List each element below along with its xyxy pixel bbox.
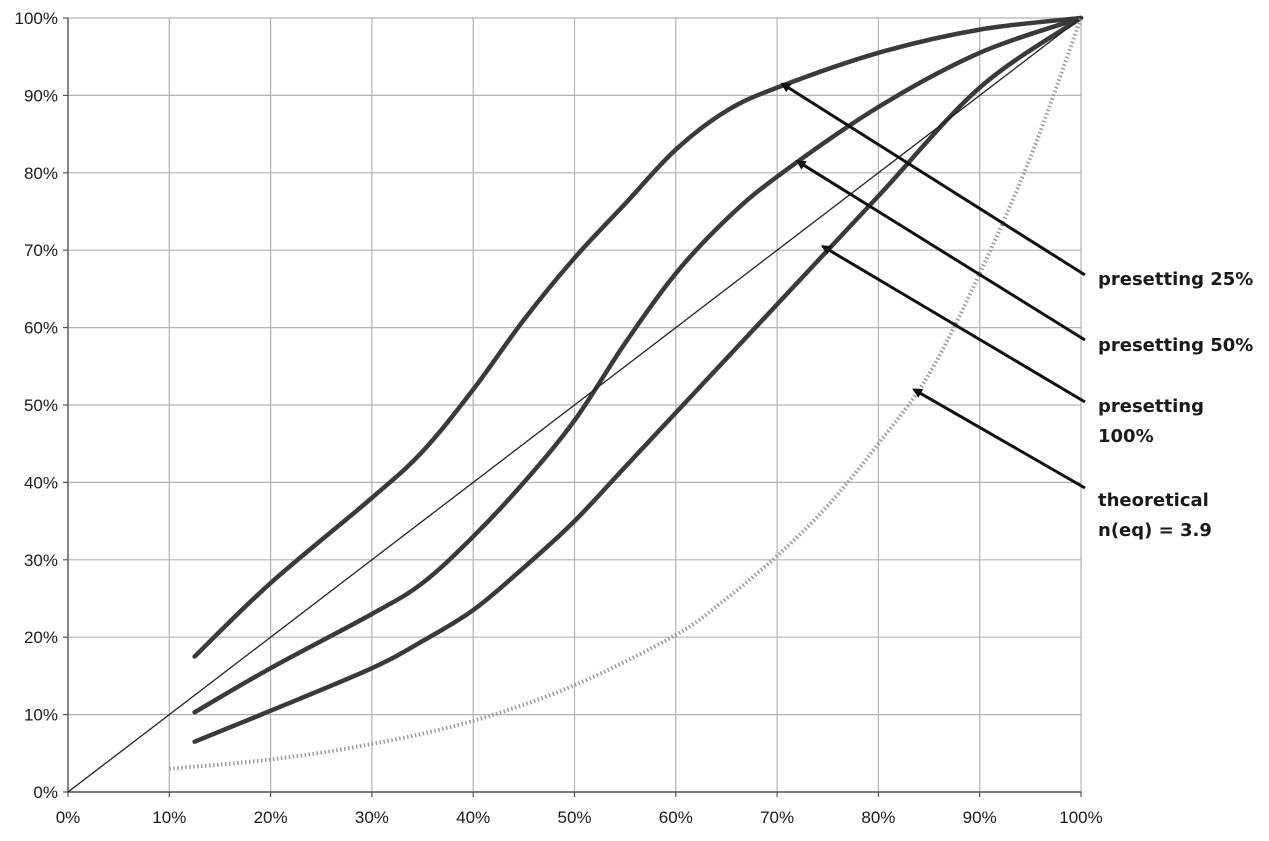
y-tick-label: 10% — [24, 706, 58, 725]
x-tick-label: 100% — [1059, 808, 1102, 827]
annotation: presetting 100% — [820, 245, 1204, 447]
x-tick-label: 0% — [56, 808, 81, 827]
y-tick-label: 0% — [33, 783, 58, 802]
x-tick-label: 70% — [760, 808, 794, 827]
y-tick-label: 50% — [24, 396, 58, 415]
series-group — [67, 15, 1084, 793]
y-tick-label: 100% — [15, 9, 58, 28]
annotation: presetting 50% — [795, 159, 1253, 356]
annotation-label: presetting 50% — [1098, 335, 1253, 356]
series-line-presetting-50 — [192, 15, 1084, 715]
annotation-label: theoretical n(eq) = 3.9 — [1098, 490, 1212, 541]
axes: 0% 10% 20% 30% 40% 50% 60% 70% 80% 90% 100% 0% 10% 20… — [15, 9, 1103, 827]
y-tick-label: 90% — [24, 86, 58, 105]
x-tick-label: 20% — [254, 808, 288, 827]
y-tick-label: 20% — [24, 628, 58, 647]
annotation-arrow — [820, 245, 1086, 404]
y-tick-label: 70% — [24, 241, 58, 260]
x-tick-label: 60% — [659, 808, 693, 827]
annotation: presetting 25% — [780, 82, 1253, 290]
x-tick-label: 90% — [963, 808, 997, 827]
x-tick-label: 40% — [456, 808, 490, 827]
annotation-arrow — [780, 82, 1086, 277]
y-tick-label: 40% — [24, 473, 58, 492]
x-tick-label: 50% — [557, 808, 591, 827]
y-tick-label: 80% — [24, 164, 58, 183]
annotations: presetting 25% presetting 50% presetting 10… — [780, 82, 1253, 541]
x-tick-label: 80% — [861, 808, 895, 827]
series-line-presetting-100 — [192, 15, 1084, 744]
x-tick-label: 10% — [152, 808, 186, 827]
series-line-theoretical — [169, 17, 1083, 771]
annotation: theoretical n(eq) = 3.9 — [912, 388, 1212, 541]
annotation-arrow — [795, 159, 1086, 342]
y-tick-label: 30% — [24, 551, 58, 570]
annotation-label: presetting 25% — [1098, 269, 1253, 290]
x-tick-label: 30% — [355, 808, 389, 827]
series-line-diagonal — [67, 17, 1082, 793]
annotation-arrow — [912, 388, 1086, 490]
annotation-label: presetting 100% — [1098, 396, 1204, 447]
y-tick-label: 60% — [24, 319, 58, 338]
series-line-presetting-25 — [192, 15, 1084, 659]
